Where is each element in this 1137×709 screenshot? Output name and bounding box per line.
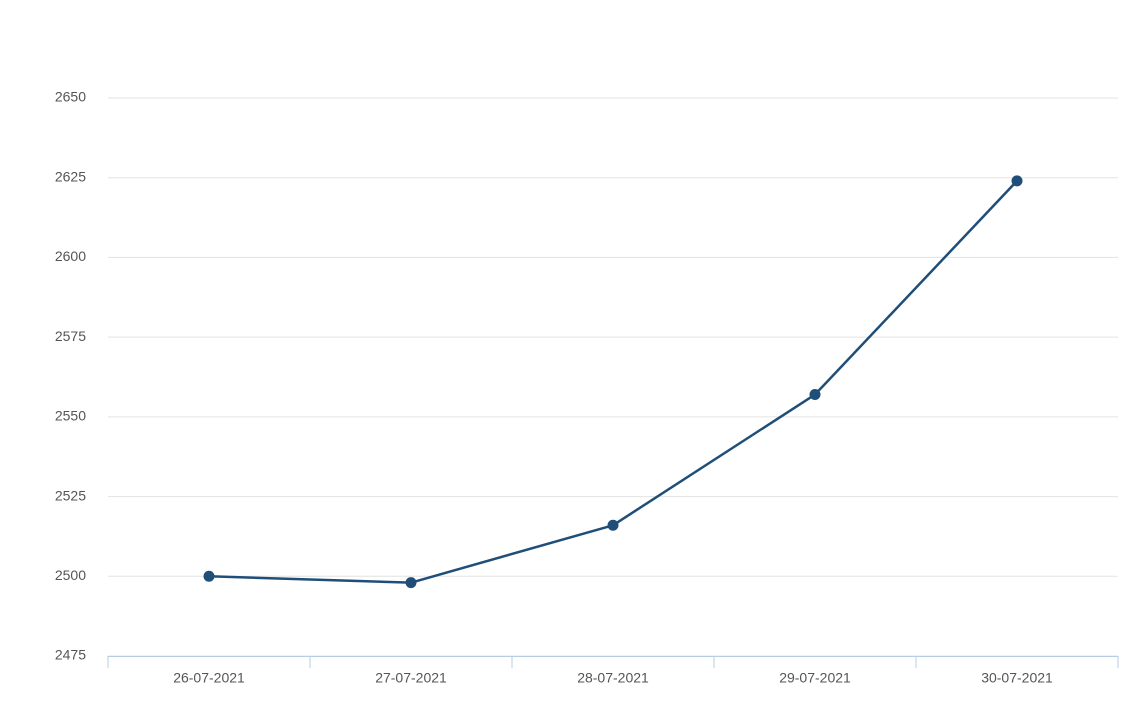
x-tick-label: 27-07-2021 [375, 670, 447, 686]
point [607, 519, 619, 531]
y-tick-label: 2500 [55, 567, 86, 583]
x-tick-label: 26-07-2021 [173, 670, 245, 686]
y-tick-label: 2475 [55, 647, 86, 663]
point [809, 389, 821, 401]
y-tick-label: 2575 [55, 328, 86, 344]
x-tick-label: 30-07-2021 [981, 670, 1053, 686]
point [203, 570, 215, 582]
y-tick-label: 2625 [55, 168, 86, 184]
y-tick-label: 2600 [55, 248, 86, 264]
y-tick-label: 2650 [55, 89, 86, 105]
y-tick-label: 2550 [55, 408, 86, 424]
point [1011, 175, 1023, 187]
point [405, 577, 417, 589]
y-tick-label: 2525 [55, 487, 86, 503]
x-tick-label: 29-07-2021 [779, 670, 851, 686]
x-tick-label: 28-07-2021 [577, 670, 649, 686]
